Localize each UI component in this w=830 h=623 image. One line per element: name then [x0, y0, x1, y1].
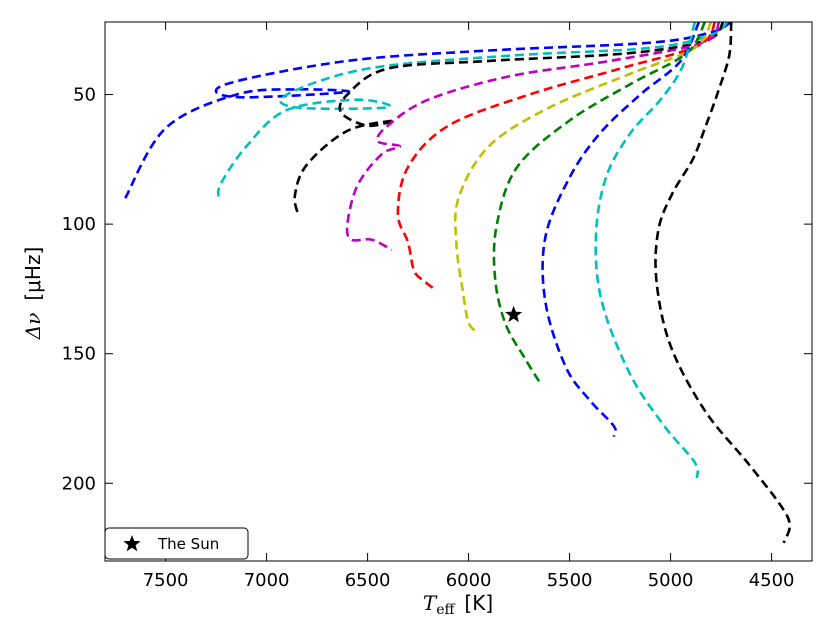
legend-label-sun: The Sun [157, 535, 219, 553]
y-tick-label: 150 [62, 344, 96, 365]
track-line-10 [654, 22, 792, 544]
track-line-8 [541, 22, 701, 437]
track-line-7 [492, 22, 707, 386]
x-tick-label: 6500 [345, 570, 391, 591]
track-line-4 [345, 22, 721, 252]
track-line-9 [594, 22, 700, 479]
x-tick-label: 4500 [749, 570, 795, 591]
x-tick-label: 5000 [648, 570, 694, 591]
marker-layer [505, 305, 523, 323]
y-tick-label: 50 [73, 85, 96, 106]
track-line-2 [216, 22, 729, 202]
track-line-1 [124, 22, 732, 199]
plot-frame [104, 21, 813, 562]
y-tick-label: 100 [62, 214, 96, 235]
plot-area [105, 22, 812, 561]
track-line-6 [453, 22, 713, 335]
x-tick-label: 7500 [143, 570, 189, 591]
sun-marker-star-icon [505, 305, 523, 323]
y-tick-label: 200 [62, 473, 96, 494]
tick-layer: 7500 7000 6500 6000 5500 5000 4500 50 100 150 200 [62, 22, 812, 591]
track-line-5 [396, 22, 717, 290]
x-tick-label: 5500 [547, 570, 593, 591]
x-tick-label: 7000 [244, 570, 290, 591]
x-axis-label: Teff [K] [423, 591, 493, 618]
legend-star-icon [123, 535, 141, 552]
legend: The Sun [104, 527, 249, 560]
y-axis-label: Δν[μHz] [21, 247, 45, 340]
x-tick-label: 6000 [446, 570, 492, 591]
track-line-3 [293, 22, 725, 217]
legend-box [104, 527, 249, 560]
series-layer [124, 22, 792, 544]
